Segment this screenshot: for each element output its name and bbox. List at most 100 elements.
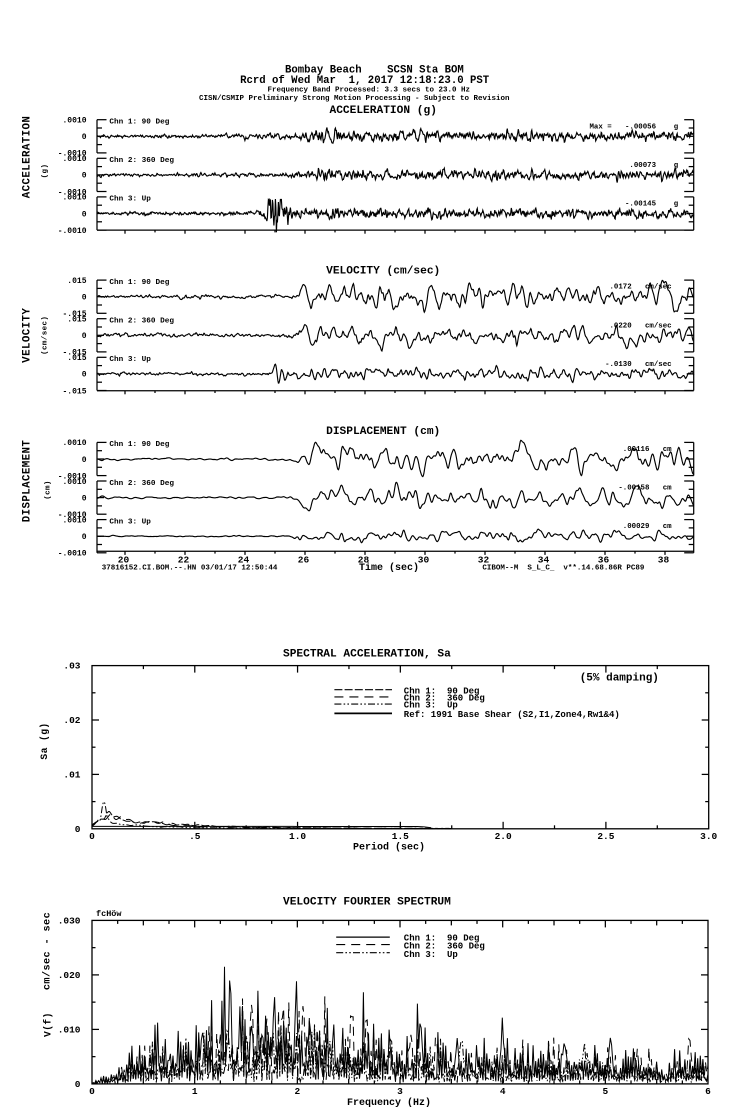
svg-text:3.0: 3.0: [700, 831, 717, 842]
svg-text:Chn 1: 90 Deg: Chn 1: 90 Deg: [404, 687, 480, 697]
svg-text:.01: .01: [63, 769, 80, 780]
svg-text:-.015: -.015: [62, 387, 86, 396]
svg-text:Chn 1: 90 Deg: Chn 1: 90 Deg: [109, 119, 169, 127]
svg-text:.010: .010: [58, 1024, 81, 1035]
svg-text:2.5: 2.5: [597, 831, 614, 842]
svg-text:Period (sec): Period (sec): [353, 841, 425, 853]
svg-text:.0010: .0010: [62, 439, 86, 448]
svg-text:1: 1: [192, 1086, 198, 1097]
svg-text:Chn 2: 360 Deg: Chn 2: 360 Deg: [109, 480, 174, 488]
svg-text:.015: .015: [67, 277, 86, 286]
svg-text:0: 0: [82, 371, 87, 380]
svg-text:.5: .5: [189, 831, 201, 842]
svg-text:.020: .020: [58, 970, 81, 981]
svg-text:2.0: 2.0: [495, 831, 512, 842]
svg-text:Chn 1: 90 Deg: Chn 1: 90 Deg: [109, 441, 169, 449]
svg-text:-.0010: -.0010: [58, 227, 87, 236]
svg-text:Chn 2: 360 Deg: Chn 2: 360 Deg: [404, 694, 485, 704]
svg-text:V(f): V(f): [43, 1012, 54, 1037]
svg-text:0: 0: [89, 831, 95, 842]
svg-text:-.0010: -.0010: [58, 550, 87, 559]
svg-text:.02: .02: [63, 715, 80, 726]
svg-text:0: 0: [89, 1086, 95, 1097]
svg-text:22: 22: [178, 554, 190, 565]
svg-text:.0220 cm/sec: .0220 cm/sec: [610, 322, 672, 330]
svg-text:ACCELERATION: ACCELERATION: [22, 116, 34, 199]
svg-text:1.0: 1.0: [289, 831, 306, 842]
svg-text:-.0010: -.0010: [58, 150, 87, 159]
svg-text:-.0130 cm/sec: -.0130 cm/sec: [605, 361, 672, 369]
svg-text:CISN/CSMIP Preliminary Strong: CISN/CSMIP Preliminary Strong Motion Pro…: [199, 95, 510, 103]
svg-text:Chn 1: 90 Deg: Chn 1: 90 Deg: [404, 934, 480, 944]
svg-text:(cm): (cm): [45, 480, 53, 500]
svg-text:-.0010: -.0010: [58, 511, 87, 520]
svg-text:.0010: .0010: [62, 516, 86, 525]
svg-text:Chn 3: Up: Chn 3: Up: [404, 701, 458, 711]
svg-text:.0172 cm/sec: .0172 cm/sec: [610, 284, 672, 292]
svg-text:.03: .03: [63, 661, 80, 672]
svg-text:20: 20: [118, 554, 130, 565]
svg-text:Bombay Beach SCSN Sta BOM: Bombay Beach SCSN Sta BOM: [285, 65, 464, 77]
svg-text:.0010: .0010: [62, 478, 86, 487]
svg-text:4: 4: [500, 1086, 506, 1097]
svg-text:Frequency (Hz): Frequency (Hz): [347, 1097, 431, 1109]
svg-text:.030: .030: [58, 915, 81, 926]
svg-text:.00029 cm: .00029 cm: [623, 523, 672, 531]
svg-text:Chn 3: Up: Chn 3: Up: [109, 356, 151, 364]
svg-text:0: 0: [82, 456, 87, 465]
svg-text:0: 0: [82, 494, 87, 503]
svg-text:-.0010: -.0010: [58, 472, 87, 481]
svg-text:0: 0: [82, 533, 87, 542]
svg-text:SPECTRAL ACCELERATION, Sa: SPECTRAL ACCELERATION, Sa: [283, 648, 451, 660]
svg-text:37816152.CI.BOM.--.HN 03/01/17: 37816152.CI.BOM.--.HN 03/01/17 12:50:44: [102, 564, 278, 572]
svg-text:28: 28: [358, 554, 370, 565]
svg-text:0: 0: [75, 1079, 81, 1090]
svg-text:Chn 3: Up: Chn 3: Up: [404, 950, 458, 960]
svg-text:32: 32: [478, 554, 490, 565]
svg-text:Chn 3: Up: Chn 3: Up: [109, 518, 151, 526]
svg-text:Frequency Band Processed: 3.3: Frequency Band Processed: 3.3 secs to 23…: [268, 86, 471, 94]
svg-text:Chn 1: 90 Deg: Chn 1: 90 Deg: [109, 279, 169, 287]
svg-text:.0010: .0010: [62, 194, 86, 203]
svg-text:Sa (g): Sa (g): [39, 722, 50, 759]
svg-text:ACCELERATION (g): ACCELERATION (g): [329, 105, 436, 117]
svg-text:Chn 2: 360 Deg: Chn 2: 360 Deg: [109, 157, 174, 165]
svg-text:2: 2: [294, 1086, 300, 1097]
svg-text:DISPLACEMENT (cm): DISPLACEMENT (cm): [326, 426, 440, 438]
svg-text:Chn 2: 360 Deg: Chn 2: 360 Deg: [109, 318, 174, 326]
svg-text:-.015: -.015: [62, 349, 86, 358]
svg-text:38: 38: [658, 554, 670, 565]
svg-text:Time (sec): Time (sec): [359, 562, 419, 574]
svg-text:0: 0: [82, 210, 87, 219]
svg-text:Ref: 1991 Base Shear (S2,I1,Zo: Ref: 1991 Base Shear (S2,I1,Zone4,Rw1&4): [404, 710, 620, 720]
svg-text:VELOCITY: VELOCITY: [22, 308, 34, 363]
svg-text:0: 0: [75, 824, 81, 835]
svg-text:34: 34: [538, 554, 550, 565]
svg-text:.00116 cm: .00116 cm: [623, 446, 672, 454]
svg-text:.0010: .0010: [62, 155, 86, 164]
svg-text:-.0010: -.0010: [58, 188, 87, 197]
svg-text:5: 5: [602, 1086, 608, 1097]
svg-text:30: 30: [418, 554, 430, 565]
svg-text:Rcrd of Wed Mar 1, 2017 12:18: Rcrd of Wed Mar 1, 2017 12:18:23.0 PST: [240, 75, 490, 87]
svg-text:(cm/sec): (cm/sec): [42, 316, 50, 355]
svg-text:VELOCITY FOURIER SPECTRUM: VELOCITY FOURIER SPECTRUM: [283, 897, 451, 909]
svg-text:0: 0: [82, 332, 87, 341]
svg-text:1.5: 1.5: [392, 831, 409, 842]
svg-text:Chn 3: Up: Chn 3: Up: [109, 196, 151, 204]
svg-text:Max = -.00056 g: Max = -.00056 g: [589, 123, 678, 131]
svg-text:26: 26: [298, 554, 310, 565]
svg-text:-.00145 g: -.00145 g: [625, 201, 679, 209]
svg-text:Chn 2: 360 Deg: Chn 2: 360 Deg: [404, 942, 485, 952]
svg-text:CIBOM--M S_L_C_ v**.14.68.86: CIBOM--M S_L_C_ v**.14.68.86R PC89: [482, 564, 645, 572]
svg-text:-.015: -.015: [62, 310, 86, 319]
svg-text:.015: .015: [67, 316, 86, 325]
svg-text:VELOCITY (cm/sec): VELOCITY (cm/sec): [326, 266, 440, 278]
svg-text:0: 0: [82, 294, 87, 303]
svg-text:24: 24: [238, 554, 250, 565]
svg-text:.00073 g: .00073 g: [629, 162, 678, 170]
svg-text:36: 36: [598, 554, 610, 565]
svg-text:3: 3: [397, 1086, 403, 1097]
svg-text:(5% damping): (5% damping): [580, 673, 659, 685]
svg-text:DISPLACEMENT: DISPLACEMENT: [22, 440, 34, 523]
